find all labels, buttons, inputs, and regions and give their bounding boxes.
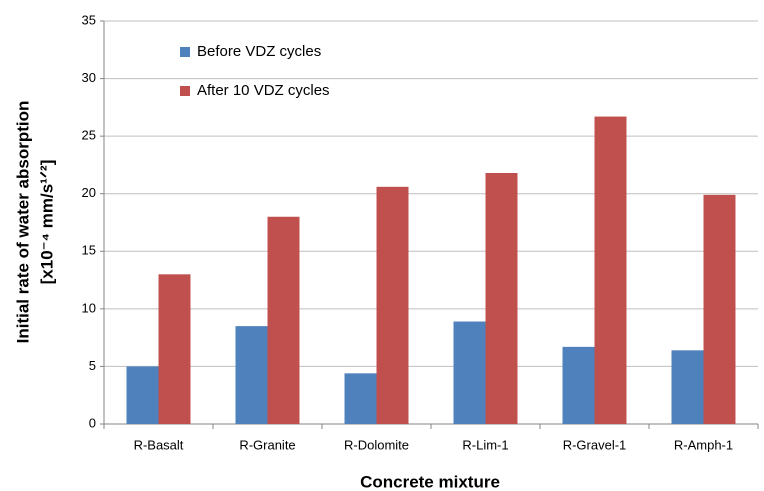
bar — [267, 216, 300, 424]
x-tick-label: R-Basalt — [134, 437, 184, 452]
x-tick-label: R-Granite — [239, 437, 295, 452]
y-tick-label: 5 — [89, 358, 96, 373]
bar — [453, 321, 486, 424]
x-tick-label: R-Dolomite — [344, 437, 409, 452]
legend-swatch — [180, 47, 190, 57]
x-axis-title: Concrete mixture — [360, 472, 500, 491]
bar — [562, 346, 595, 424]
bar — [376, 186, 409, 424]
y-axis-title: [x10⁻⁴ mm/s¹ᐟ²] — [37, 160, 56, 285]
bar — [485, 172, 518, 424]
x-tick-label: R-Gravel-1 — [563, 437, 627, 452]
bar — [235, 326, 268, 424]
y-tick-label: 10 — [82, 300, 96, 315]
legend-label: Before VDZ cycles — [197, 43, 321, 60]
y-tick-label: 15 — [82, 243, 96, 258]
y-tick-label: 30 — [82, 70, 96, 85]
x-tick-label: R-Amph-1 — [674, 437, 733, 452]
bar — [158, 274, 191, 424]
y-tick-label: 35 — [82, 12, 96, 27]
y-tick-label: 20 — [82, 185, 96, 200]
bar — [126, 366, 159, 424]
x-tick-label: R-Lim-1 — [462, 437, 508, 452]
bar — [671, 350, 704, 424]
bar — [703, 194, 736, 424]
legend-label: After 10 VDZ cycles — [197, 82, 330, 99]
y-axis-title: Initial rate of water absorption — [13, 101, 32, 344]
bar — [594, 116, 627, 424]
y-tick-label: 0 — [89, 415, 96, 430]
y-tick-label: 25 — [82, 128, 96, 143]
legend-swatch — [180, 86, 190, 96]
bar — [344, 373, 377, 424]
